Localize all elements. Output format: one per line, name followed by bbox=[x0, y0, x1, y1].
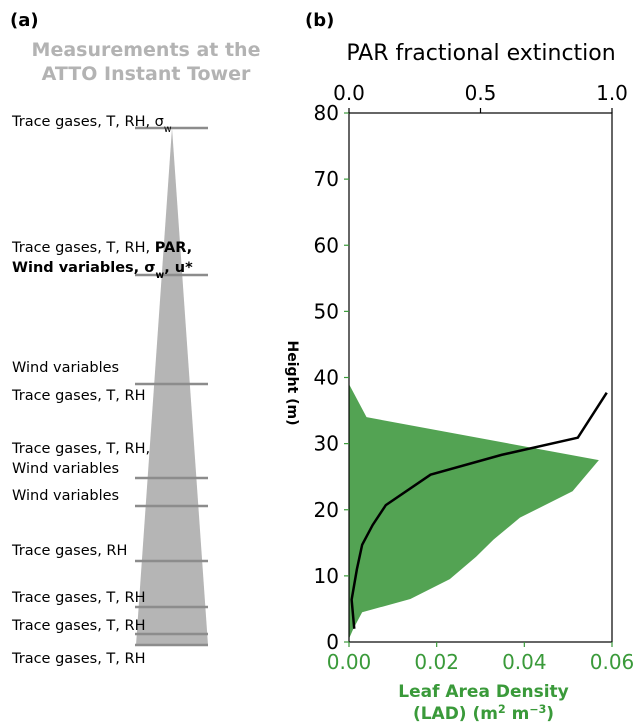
x2-axis-title: PAR fractional extinction bbox=[346, 41, 615, 66]
text-part: −3 bbox=[529, 703, 546, 716]
text-line: Wind variables bbox=[12, 360, 119, 376]
x-tick-label: 0.06 bbox=[590, 650, 635, 674]
text-part: Trace gases, T, RH bbox=[11, 388, 145, 404]
text-line: Wind variables bbox=[12, 461, 119, 477]
x-tick-label: 0.04 bbox=[502, 650, 547, 674]
y-axis-title: Height (m) bbox=[284, 341, 300, 426]
text-part: ) bbox=[546, 704, 554, 724]
panel-label: (a) bbox=[10, 10, 39, 31]
text-part: Trace gases, T, RH bbox=[11, 651, 145, 667]
text-part: Trace gases, T, RH, σ bbox=[11, 114, 164, 130]
y-tick-label: 10 bbox=[314, 564, 339, 588]
tower bbox=[136, 128, 208, 645]
x2-tick-label: 0.5 bbox=[465, 81, 497, 105]
text-line: Leaf Area Density bbox=[398, 682, 569, 702]
y-tick-label: 80 bbox=[314, 101, 339, 125]
text-part: Trace gases, T, RH, bbox=[11, 240, 155, 256]
panel-label: (b) bbox=[305, 10, 334, 31]
text-line: (LAD) (m2 m−3) bbox=[413, 703, 554, 724]
y-tick-label: 0 bbox=[326, 630, 339, 654]
text-part: , u* bbox=[164, 260, 193, 276]
text-part: w bbox=[164, 124, 172, 135]
text-line: Wind variables bbox=[12, 488, 119, 504]
text-line: Trace gases, T, RH bbox=[11, 388, 145, 404]
panel-title: Measurements at the bbox=[32, 39, 261, 61]
text-line: Trace gases, T, RH, σw bbox=[11, 114, 172, 135]
text-line: Trace gases, T, RH bbox=[11, 651, 145, 667]
text-part: 2 bbox=[498, 703, 506, 716]
text-part: (LAD) (m bbox=[413, 704, 498, 724]
x-tick-label: 0.02 bbox=[414, 650, 459, 674]
text-line: Trace gases, T, RH bbox=[11, 618, 145, 634]
y-tick-label: 50 bbox=[314, 299, 339, 323]
lad-area bbox=[349, 384, 599, 639]
panel-title: ATTO Instant Tower bbox=[42, 63, 251, 85]
text-line: Trace gases, T, RH bbox=[11, 590, 145, 606]
text-part: Trace gases, T, RH bbox=[11, 590, 145, 606]
text-line: Trace gases, T, RH, PAR, bbox=[11, 240, 192, 256]
y-tick-label: 30 bbox=[314, 432, 339, 456]
text-part: Trace gases, RH bbox=[11, 543, 127, 559]
y-tick-label: 20 bbox=[314, 498, 339, 522]
text-part: Trace gases, T, RH bbox=[11, 618, 145, 634]
text-line: Trace gases, RH bbox=[11, 543, 127, 559]
text-line: Wind variables, σw, u* bbox=[12, 260, 193, 281]
x2-tick-label: 0.0 bbox=[333, 81, 365, 105]
text-line: Trace gases, T, RH, bbox=[11, 441, 150, 457]
text-part: Wind variables bbox=[12, 360, 119, 376]
y-tick-label: 60 bbox=[314, 233, 339, 257]
tower-levels bbox=[135, 126, 208, 647]
text-part: PAR, bbox=[155, 240, 192, 256]
y-tick-label: 70 bbox=[314, 167, 339, 191]
x2-tick-label: 1.0 bbox=[596, 81, 628, 105]
text-part: Trace gases, T, RH, bbox=[11, 441, 150, 457]
text-part: Leaf Area Density bbox=[398, 682, 569, 702]
text-part: m bbox=[506, 704, 530, 724]
x-tick-label: 0.00 bbox=[327, 650, 372, 674]
par-line bbox=[350, 392, 608, 629]
text-part: Wind variables, σ bbox=[12, 260, 156, 276]
text-part: Wind variables bbox=[12, 461, 119, 477]
y-tick-label: 40 bbox=[314, 366, 339, 390]
text-part: w bbox=[156, 270, 165, 281]
text-part: Wind variables bbox=[12, 488, 119, 504]
